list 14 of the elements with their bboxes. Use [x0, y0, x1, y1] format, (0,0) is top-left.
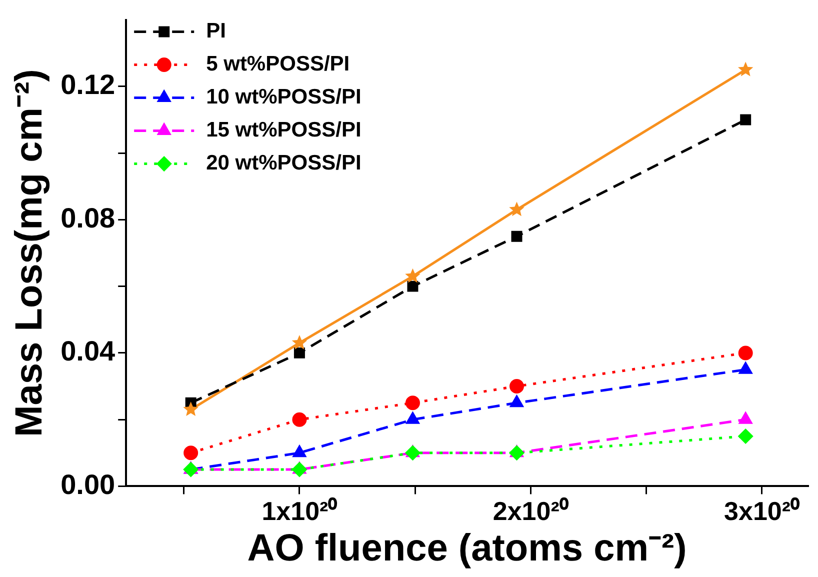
y-tick-label: 0.00	[60, 468, 116, 500]
y-tick-label: 0.08	[60, 202, 116, 234]
x-axis-title: AO fluence (atoms cm⁻²)	[247, 528, 687, 570]
y-tick-label: 0.04	[60, 336, 116, 367]
x-tick-label: 1x10²⁰	[262, 496, 338, 526]
legend-label: 20 wt%POSS/PI	[206, 152, 362, 175]
legend-label: 15 wt%POSS/PI	[206, 118, 362, 142]
y-axis-title: Mass Loss(mg cm⁻²)	[8, 69, 50, 437]
legend-label: 10 wt%POSS/PI	[206, 86, 362, 109]
legend-label: 5 wt%POSS/PI	[206, 52, 350, 76]
x-tick-label: 3x10²⁰	[724, 496, 801, 526]
legend-label: PI	[206, 20, 226, 43]
x-tick-label: 2x10²⁰	[492, 496, 570, 526]
y-tick-label: 0.12	[60, 69, 116, 100]
